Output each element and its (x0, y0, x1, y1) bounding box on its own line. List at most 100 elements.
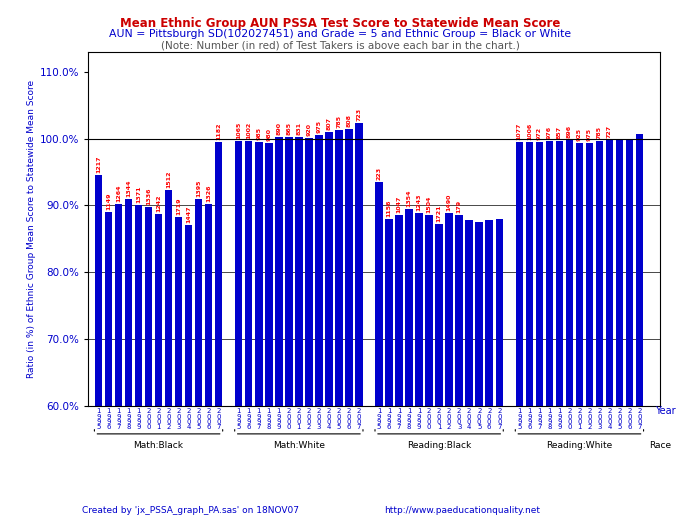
Text: 985: 985 (256, 127, 261, 140)
Text: 1354: 1354 (407, 189, 411, 207)
Text: 1002: 1002 (246, 122, 251, 139)
Bar (275, 137, 283, 520)
Bar (616, 139, 624, 520)
Bar (435, 224, 443, 520)
Bar (536, 142, 543, 520)
Bar (576, 142, 583, 520)
Text: 1395: 1395 (196, 179, 201, 197)
Text: 920: 920 (307, 123, 311, 136)
Bar (596, 141, 603, 520)
Bar (145, 207, 152, 520)
Text: 972: 972 (537, 127, 542, 140)
Bar (205, 204, 212, 520)
Bar (285, 137, 292, 520)
Text: 1264: 1264 (116, 185, 121, 202)
Text: 727: 727 (607, 125, 612, 138)
Bar (195, 199, 203, 520)
Bar (255, 142, 262, 520)
Bar (415, 213, 423, 520)
Bar (345, 129, 353, 520)
Text: Mean Ethnic Group AUN PSSA Test Score to Statewide Mean Score: Mean Ethnic Group AUN PSSA Test Score to… (120, 17, 560, 30)
Text: http://www.paeducationquality.net: http://www.paeducationquality.net (384, 506, 541, 515)
Bar (465, 220, 473, 520)
Text: 976: 976 (547, 126, 552, 139)
Bar (124, 199, 132, 520)
Bar (375, 182, 383, 520)
Text: 223: 223 (377, 167, 381, 180)
Bar (115, 204, 122, 520)
Bar (566, 140, 573, 520)
Bar (295, 137, 303, 520)
Text: 1047: 1047 (396, 196, 402, 213)
Bar (426, 215, 433, 520)
Text: Reading:Black: Reading:Black (407, 441, 471, 450)
Text: 1242: 1242 (156, 194, 161, 212)
Bar (475, 222, 483, 520)
Text: Math:White: Math:White (273, 441, 325, 450)
Bar (215, 142, 222, 520)
Text: 857: 857 (557, 126, 562, 139)
Bar (486, 220, 493, 520)
Bar (155, 214, 163, 520)
Bar (135, 205, 142, 520)
Bar (395, 215, 403, 520)
Bar (265, 144, 273, 520)
Text: 896: 896 (567, 125, 572, 138)
Text: 1077: 1077 (517, 123, 522, 140)
Text: 1336: 1336 (146, 187, 151, 205)
Bar (165, 190, 172, 520)
Text: 1217: 1217 (96, 156, 101, 174)
Text: 925: 925 (577, 127, 582, 141)
Bar (585, 142, 593, 520)
Text: 890: 890 (276, 122, 282, 135)
Bar (545, 141, 553, 520)
Text: 179: 179 (457, 200, 462, 213)
Bar (496, 219, 503, 520)
Bar (355, 123, 362, 520)
Bar (335, 130, 343, 520)
Text: (Note: Number (in red) of Test Takers is above each bar in the chart.): (Note: Number (in red) of Test Takers is… (160, 40, 520, 50)
Text: 1344: 1344 (126, 179, 131, 197)
Bar (386, 219, 393, 520)
Text: 975: 975 (587, 127, 592, 141)
Text: 785: 785 (597, 126, 602, 139)
Bar (315, 135, 322, 520)
Bar (626, 140, 633, 520)
Text: 1243: 1243 (417, 194, 422, 212)
Text: 1065: 1065 (236, 121, 241, 139)
Bar (245, 141, 252, 520)
Text: 808: 808 (346, 114, 352, 127)
Bar (105, 212, 112, 520)
Bar (445, 213, 453, 520)
Text: 1719: 1719 (176, 198, 181, 215)
Text: 1006: 1006 (527, 123, 532, 140)
Text: 1326: 1326 (206, 185, 211, 202)
Text: 785: 785 (337, 115, 341, 128)
Text: 1182: 1182 (216, 123, 221, 140)
Bar (636, 134, 643, 520)
Text: 1490: 1490 (447, 194, 452, 212)
Text: 1149: 1149 (106, 192, 111, 210)
Text: Math:Black: Math:Black (133, 441, 184, 450)
Bar (526, 142, 533, 520)
Text: 807: 807 (326, 117, 331, 130)
Bar (405, 209, 413, 520)
Text: 1156: 1156 (386, 199, 392, 217)
Text: Reading:White: Reading:White (546, 441, 613, 450)
Bar (175, 217, 182, 520)
Text: 1504: 1504 (426, 196, 432, 213)
Text: Created by 'jx_PSSA_graph_PA.sas' on 18NOV07: Created by 'jx_PSSA_graph_PA.sas' on 18N… (82, 506, 299, 515)
Bar (515, 142, 523, 520)
Bar (235, 141, 243, 520)
Text: 1371: 1371 (136, 186, 141, 203)
Bar (556, 141, 563, 520)
Text: Race: Race (649, 441, 672, 450)
Text: 723: 723 (356, 108, 362, 121)
Text: 1721: 1721 (437, 205, 441, 222)
Text: 975: 975 (316, 120, 322, 134)
Text: 1512: 1512 (166, 171, 171, 188)
Y-axis label: Ratio (in %) of Ethnic Group Mean Score to Statewide Mean Score: Ratio (in %) of Ethnic Group Mean Score … (27, 80, 36, 378)
Text: 980: 980 (267, 128, 271, 141)
Bar (325, 132, 333, 520)
Bar (456, 215, 463, 520)
